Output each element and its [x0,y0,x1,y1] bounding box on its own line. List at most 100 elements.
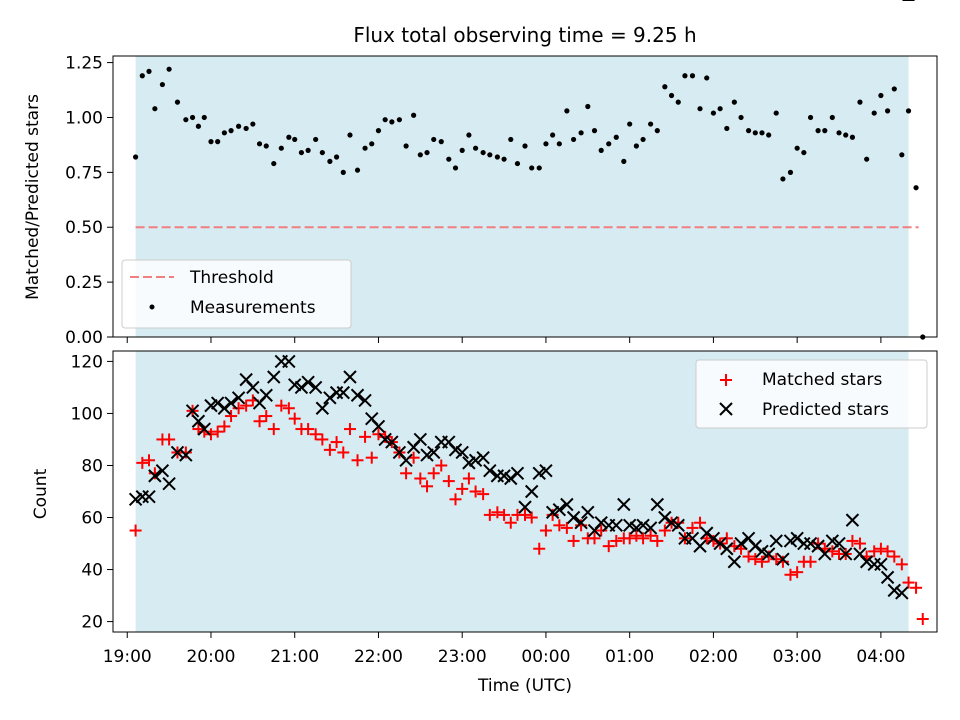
matched-star-point [316,433,329,446]
measurement-point [807,114,814,121]
matched-star-point [720,532,733,545]
bottom-x-axis: 19:00 20:00 21:00 22:00 23:00 00:00 01:00 02:00… [103,632,905,667]
measurement-point [487,152,493,158]
predicted-star-point [336,385,350,400]
matched-star-point [469,485,482,498]
matched-star-point [874,542,887,555]
legend-threshold-label: Threshold [189,268,274,288]
measurement-point [256,141,263,147]
measurement-point [836,130,842,136]
predicted-star-point [560,497,574,512]
predicted-star-point [643,521,658,535]
predicted-star-point [427,445,441,460]
measurement-point [843,132,849,138]
matched-star-point [435,459,448,472]
measurement-point [675,99,681,105]
measurement-point [759,130,765,136]
x-tick-label: 19:00 [103,647,152,667]
predicted-star-point [455,445,469,460]
matched-star-point [309,428,322,441]
measurement-point [878,92,884,99]
matched-star-point [260,410,273,423]
measurement-point [536,165,542,171]
bottom-y-axis: 20 40 60 80 100 120 [71,352,113,633]
measurement-point [480,149,486,156]
matched-star-point [477,488,490,501]
top-x-ticks [126,337,882,343]
measurement-point [431,136,437,143]
matched-star-point [491,506,504,519]
measurement-point [472,145,479,151]
measurement-point [522,143,528,149]
measurement-point [731,99,737,105]
predicted-star-point [224,396,238,410]
top-y-tick-label: 0.00 [65,328,103,348]
measurement-point [146,68,152,74]
matched-star-point [658,524,671,537]
predicted-star-point [282,354,296,369]
matched-star-point [400,467,413,480]
measurement-point [864,156,870,162]
predicted-star-point [323,391,337,405]
predicted-star-point [581,505,595,520]
top-y-tick-label: 1.25 [65,54,103,74]
matched-star-point [288,412,301,425]
predicted-star-point [197,422,211,436]
measurement-point [606,141,612,147]
matched-star-point [163,433,176,446]
top-legend: Threshold Measurements [121,259,352,329]
matched-star-point [791,566,804,579]
predicted-star-point [162,476,176,491]
predicted-star-point [769,534,783,548]
measurement-point [174,99,181,105]
measurement-point [829,114,835,121]
measurement-point [228,128,234,134]
predicted-star-point [839,547,853,561]
measurement-point [508,136,514,143]
matched-star-point [846,534,859,547]
measurement-point [578,130,584,136]
measurement-point [585,103,591,110]
bottom-y-axis-label: Count [31,468,51,519]
matched-star-point [218,420,231,433]
legend-matched-label: Matched stars [762,370,882,390]
x-tick-label: 04:00 [856,647,905,667]
matched-star-point [204,428,217,441]
measurement-point [787,169,794,175]
measurement-point [550,132,556,138]
matched-star-point [442,475,455,488]
measurement-point [857,99,863,105]
predicted-star-point [217,401,232,415]
measurement-point [891,86,897,92]
measurement-point [598,147,604,153]
predicted-star-point [210,396,225,410]
predicted-star-point [727,555,742,569]
matched-star-point [804,555,817,568]
measurement-point [424,149,430,156]
matched-star-point [742,550,755,563]
x-tick-label: 00:00 [521,647,570,667]
predicted-star-point [574,516,588,530]
measurement-point [905,108,912,114]
predicted-star-point [748,539,762,553]
predicted-star-point [880,570,895,585]
measurement-point [333,154,340,160]
measurement-point [570,136,577,143]
matched-star-point [623,532,636,545]
bottom-y-tick-label: 80 [81,456,103,476]
predicted-star-point [803,536,818,551]
top-y-tick-label: 1.00 [65,108,103,128]
matched-star-point [602,540,615,553]
predicted-star-point [267,370,281,384]
measurement-point [292,136,298,143]
measurement-point [313,136,319,143]
measurement-point [389,119,395,125]
matched-star-point [916,612,929,625]
matched-star-point [351,454,364,467]
matched-star-point [567,534,580,547]
predicted-star-point [294,380,309,395]
measurement-point [633,143,639,149]
top-y-tick-label: 0.50 [65,218,103,238]
measurement-point [494,154,500,160]
measurement-point [766,132,772,138]
